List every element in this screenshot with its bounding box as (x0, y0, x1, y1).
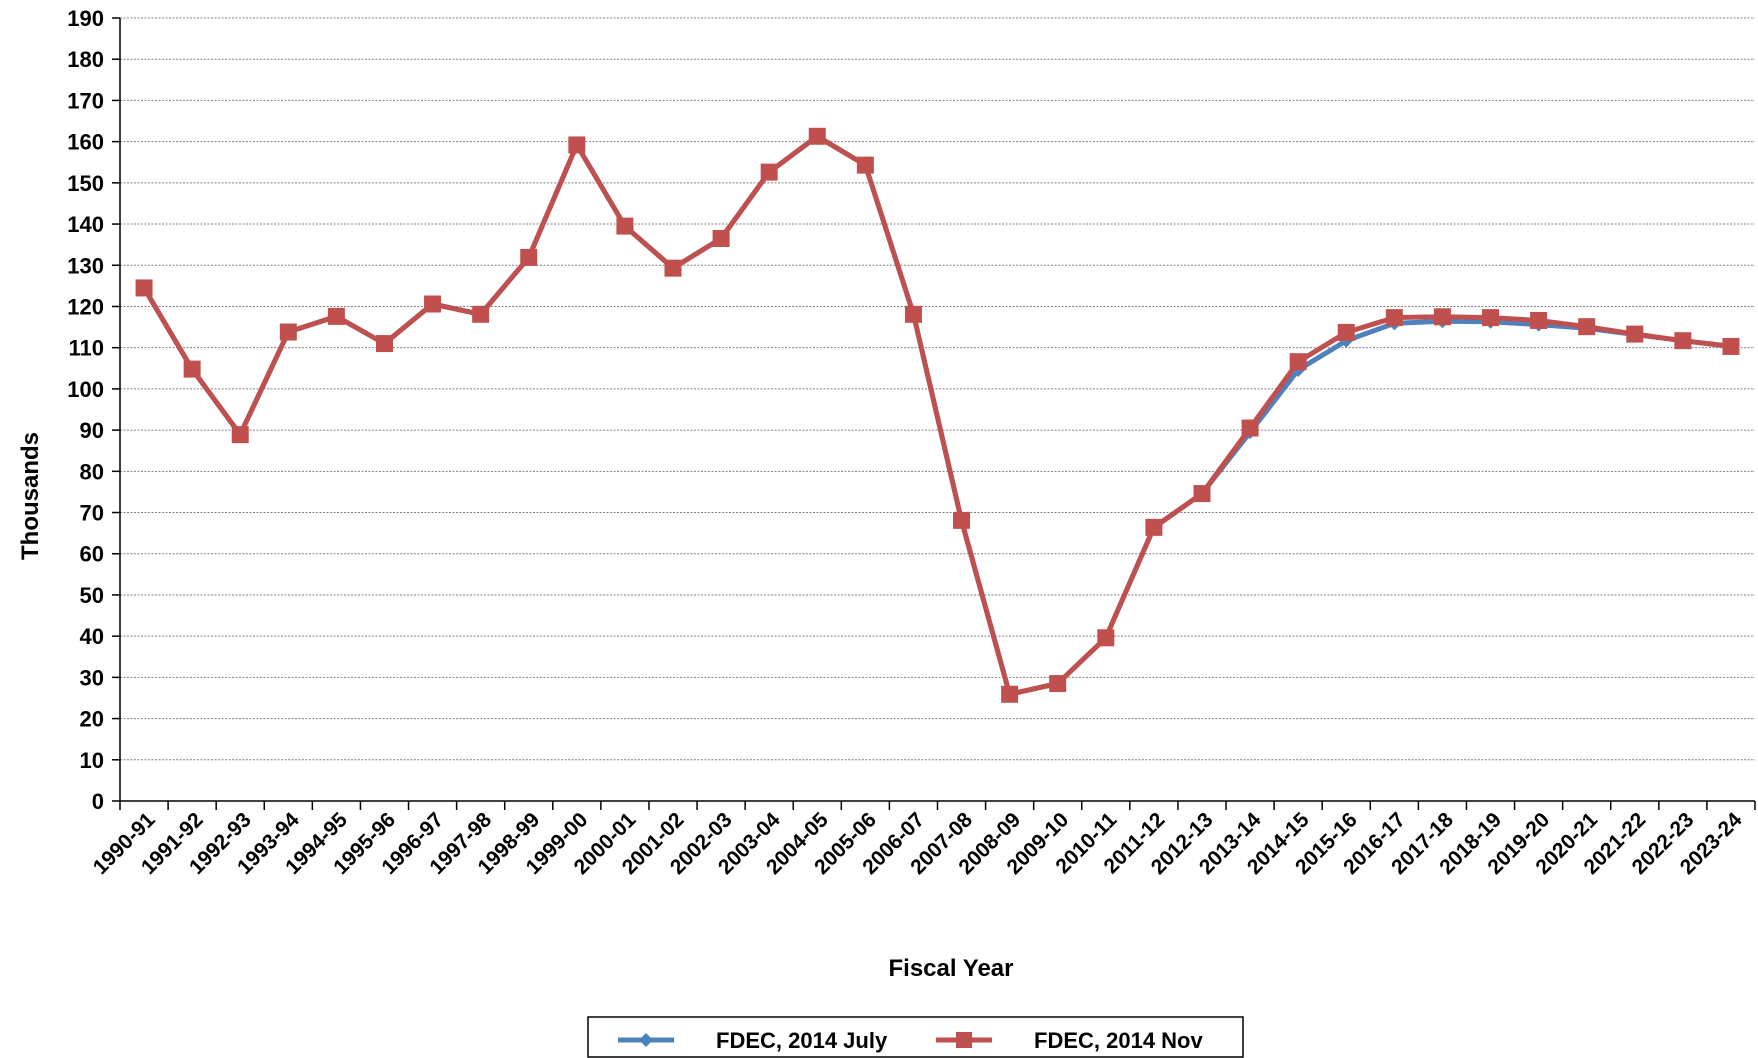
legend-marker (956, 1032, 972, 1048)
series-2 (135, 127, 1740, 703)
y-tick-label: 40 (80, 624, 104, 649)
data-point (1385, 309, 1403, 327)
data-point (1433, 308, 1451, 326)
data-point (1530, 311, 1548, 329)
y-tick-label: 50 (80, 583, 104, 608)
data-point (1289, 353, 1307, 371)
y-tick-label: 70 (80, 501, 104, 526)
series-layer (135, 127, 1740, 703)
data-point (135, 279, 153, 297)
y-tick-label: 190 (67, 6, 104, 31)
data-point (1097, 629, 1115, 647)
y-tick-label: 110 (69, 336, 105, 361)
y-tick-label: 160 (67, 130, 104, 155)
data-point (1241, 419, 1259, 437)
data-point (808, 127, 826, 145)
data-point (1193, 485, 1211, 503)
y-tick-label: 120 (67, 294, 104, 319)
data-point (183, 360, 201, 378)
data-point (1482, 309, 1500, 327)
data-point (1001, 685, 1019, 703)
data-point (375, 335, 393, 353)
legend-box (587, 1016, 1244, 1058)
data-point (664, 259, 682, 277)
y-tick-label: 170 (67, 88, 104, 113)
y-tick-label: 0 (92, 789, 104, 814)
data-point (424, 295, 442, 313)
legend-label: FDEC, 2014 Nov (1034, 1028, 1203, 1053)
legend-label: FDEC, 2014 July (716, 1028, 888, 1053)
data-point (568, 136, 586, 154)
data-point (231, 426, 249, 444)
data-point (1337, 323, 1355, 341)
y-tick-label: 100 (67, 377, 104, 402)
data-point (1722, 337, 1740, 355)
y-tick-label: 130 (67, 253, 104, 278)
data-point (616, 217, 634, 235)
gridlines (120, 17, 1755, 761)
y-axis-title: Thousands (17, 432, 44, 560)
data-point (760, 163, 778, 181)
data-point (472, 305, 490, 323)
data-point (1674, 332, 1692, 350)
x-axis-title: Fiscal Year (889, 955, 1014, 982)
data-point (327, 307, 345, 325)
y-tick-label: 90 (80, 418, 104, 443)
data-point (1626, 325, 1644, 343)
series-line (141, 133, 1732, 697)
axes (119, 18, 1755, 802)
y-axis-tick-labels: 0 10 20 30 40 50 60 70 80 90 100 110 120 130 140 150 160… (67, 6, 120, 814)
y-tick-label: 30 (80, 665, 104, 690)
y-tick-label: 60 (80, 542, 104, 567)
data-point (279, 323, 297, 341)
data-point (1049, 675, 1067, 693)
legend-entry-1: FDEC, 2014 July (618, 1028, 888, 1053)
y-tick-label: 140 (67, 212, 104, 237)
legend: FDEC, 2014 July FDEC, 2014 Nov (587, 1016, 1244, 1058)
data-point (1145, 518, 1163, 536)
y-tick-label: 180 (67, 47, 104, 72)
y-tick-label: 10 (80, 748, 104, 773)
data-point (904, 305, 922, 323)
legend-entry-2: FDEC, 2014 Nov (936, 1028, 1203, 1053)
data-point (1578, 318, 1596, 336)
data-point (856, 156, 874, 174)
x-axis-tick-labels: 1990-911991-921992-931993-941994-951995-… (89, 801, 1756, 879)
data-point (520, 248, 538, 266)
y-tick-label: 150 (67, 171, 104, 196)
y-tick-label: 80 (80, 459, 104, 484)
data-point (953, 511, 971, 529)
legend-marker (639, 1033, 653, 1047)
y-tick-label: 20 (80, 707, 104, 732)
data-point (712, 229, 730, 247)
